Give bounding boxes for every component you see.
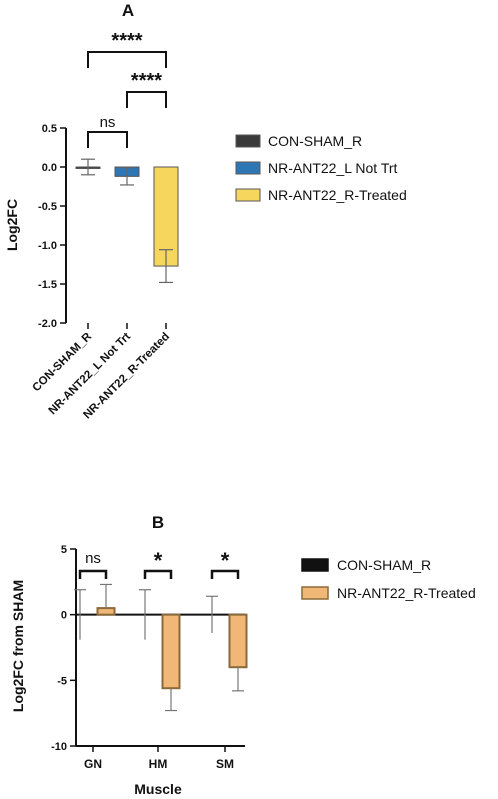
panel-b-legend: CON-SHAM_R NR-ANT22_R-Treated	[301, 557, 476, 601]
y-tick-label: -5	[57, 675, 67, 687]
significance-label-3: ****	[111, 30, 142, 52]
legend-label-2: NR-ANT22_R-Treated	[337, 585, 476, 601]
legend-label-3: NR-ANT22_R-Treated	[268, 187, 407, 203]
legend-swatch-1	[301, 558, 329, 572]
legend-swatch-2	[235, 161, 261, 175]
x-tick-label: HM	[149, 757, 168, 771]
significance-label-2: ****	[131, 70, 162, 92]
legend-swatch-3	[235, 188, 261, 202]
bar-sm-2	[228, 613, 248, 669]
significance-label-3: *	[221, 548, 230, 573]
legend-swatch-1	[235, 134, 261, 148]
panel-a: A Log2FC 0.5 0.0 -0.5 -1.0 -1.5 -2.0 CON-SHAM…	[4, 1, 407, 421]
panel-b-y-axis-label: Log2FC from SHAM	[10, 580, 26, 712]
panel-b-title: B	[152, 513, 164, 532]
x-tick-label: SM	[216, 757, 234, 771]
panel-a-title: A	[122, 1, 134, 20]
significance-bracket-2	[126, 91, 167, 108]
y-tick-label: -1.0	[38, 240, 57, 252]
y-tick-label: 0.5	[42, 123, 57, 135]
significance-bracket-3	[210, 569, 240, 579]
significance-bracket-2	[143, 569, 173, 579]
legend-label-2: NR-ANT22_L Not Trt	[268, 160, 398, 176]
legend-swatch-2	[301, 586, 329, 600]
panel-b-x-axis-label: Muscle	[134, 781, 182, 797]
panel-b: B Log2FC from SHAM Muscle 5 0 -5 -10 GN HM SM…	[10, 513, 476, 797]
y-tick-label: 5	[61, 544, 67, 556]
significance-bracket-1	[87, 131, 128, 148]
bar-gn-2	[96, 607, 116, 616]
significance-label-1: ns	[100, 114, 116, 131]
panel-a-legend: CON-SHAM_R NR-ANT22_L Not Trt NR-ANT22_R-T…	[235, 133, 407, 203]
legend-label-1: CON-SHAM_R	[337, 557, 431, 573]
y-tick-label: 0	[61, 610, 67, 622]
y-tick-label: 0.0	[42, 162, 57, 174]
y-tick-label: -0.5	[38, 201, 57, 213]
legend-label-1: CON-SHAM_R	[268, 133, 362, 149]
y-tick-label: -2.0	[38, 318, 57, 330]
x-tick-label: GN	[84, 757, 102, 771]
significance-bracket-3	[87, 51, 167, 68]
significance-bracket-1	[78, 569, 108, 579]
significance-label-1: ns	[85, 550, 101, 567]
panel-a-y-axis-label: Log2FC	[4, 199, 20, 251]
bar-hm-2	[161, 613, 181, 690]
y-tick-label: -10	[51, 741, 67, 753]
significance-label-2: *	[154, 548, 163, 573]
y-tick-label: -1.5	[38, 279, 57, 291]
